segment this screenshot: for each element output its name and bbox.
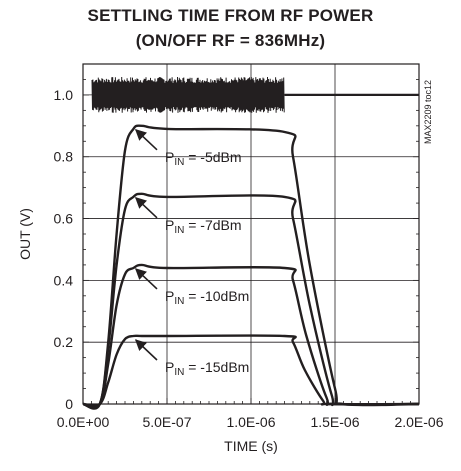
series-curves: [82, 124, 420, 410]
x-tick-label: 2.0E-06: [394, 414, 443, 430]
y-tick-label: 0.4: [54, 272, 74, 288]
x-tick-label: 5.0E-07: [142, 414, 191, 430]
annotation-arrow: [134, 197, 158, 219]
annotation-arrow: [134, 268, 158, 290]
x-tick-label: 1.0E-06: [226, 414, 275, 430]
y-tick-label: 0.6: [54, 211, 74, 227]
rf-burst-trace: [91, 76, 419, 113]
x-tick-labels: 0.0E+00 5.0E-07 1.0E-06 1.5E-06 2.0E-06: [57, 414, 444, 430]
y-tick-label: 1.0: [54, 87, 74, 103]
x-tick-label: 0.0E+00: [57, 414, 110, 430]
annotation-labels: PIN = -5dBm PIN = -7dBm PIN = -10dBm PIN = …: [165, 149, 249, 378]
annotation-label: PIN = -7dBm: [165, 217, 242, 236]
annotation-arrow: [134, 339, 158, 361]
annotation-label: PIN = -5dBm: [165, 149, 242, 168]
y-tick-label: 0.8: [54, 149, 74, 165]
chart-title: SETTLING TIME FROM RF POWER: [87, 6, 374, 25]
grid-lines: [83, 64, 419, 404]
x-axis-label: TIME (s): [224, 438, 278, 454]
annotation-label: PIN = -10dBm: [165, 288, 249, 307]
y-tick-label: 0.2: [54, 334, 74, 350]
series-line: [82, 192, 420, 410]
annotation-label: PIN = -15dBm: [165, 359, 249, 378]
y-axis-label: OUT (V): [17, 208, 33, 260]
series-line: [82, 334, 420, 407]
watermark: MAX2209 toc12: [423, 80, 433, 144]
y-tick-label: 0: [65, 396, 73, 412]
y-tick-labels: 0 0.2 0.4 0.6 0.8 1.0: [54, 87, 74, 412]
plot-frame: [82, 63, 420, 405]
x-tick-label: 1.5E-06: [310, 414, 359, 430]
series-line: [82, 263, 420, 409]
annotation-arrows: [134, 129, 158, 361]
rf-burst-noise: [91, 76, 285, 113]
annotation-arrow: [134, 129, 158, 151]
chart-subtitle: (ON/OFF RF = 836MHz): [135, 31, 326, 50]
